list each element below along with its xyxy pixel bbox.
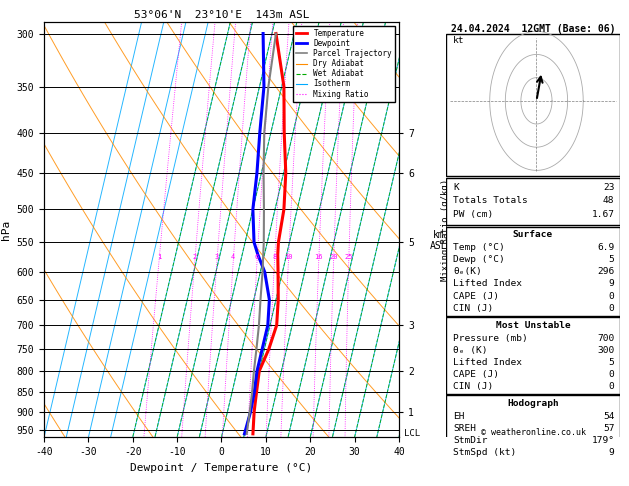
Text: 16: 16 bbox=[314, 254, 323, 260]
Text: 1: 1 bbox=[157, 254, 161, 260]
Text: 6.9: 6.9 bbox=[597, 243, 615, 252]
Text: 0: 0 bbox=[609, 292, 615, 300]
Text: 4: 4 bbox=[231, 254, 235, 260]
Text: EH: EH bbox=[454, 412, 465, 421]
Text: θₑ(K): θₑ(K) bbox=[454, 267, 482, 277]
Text: CAPE (J): CAPE (J) bbox=[454, 292, 499, 300]
Text: Temp (°C): Temp (°C) bbox=[454, 243, 505, 252]
Text: Lifted Index: Lifted Index bbox=[454, 279, 522, 289]
Title: 53°06'N  23°10'E  143m ASL: 53°06'N 23°10'E 143m ASL bbox=[134, 10, 309, 20]
Text: 0: 0 bbox=[609, 370, 615, 379]
X-axis label: Dewpoint / Temperature (°C): Dewpoint / Temperature (°C) bbox=[130, 463, 313, 473]
Text: θₑ (K): θₑ (K) bbox=[454, 346, 488, 355]
Text: 5: 5 bbox=[609, 256, 615, 264]
Text: 3: 3 bbox=[215, 254, 219, 260]
Text: 700: 700 bbox=[597, 334, 615, 343]
Text: 300: 300 bbox=[597, 346, 615, 355]
Text: 1.67: 1.67 bbox=[591, 210, 615, 219]
Text: Pressure (mb): Pressure (mb) bbox=[454, 334, 528, 343]
Text: 10: 10 bbox=[284, 254, 292, 260]
Text: 9: 9 bbox=[609, 279, 615, 289]
Bar bbox=[447, 35, 620, 175]
Text: 8: 8 bbox=[272, 254, 277, 260]
Text: 24.04.2024  12GMT (Base: 06): 24.04.2024 12GMT (Base: 06) bbox=[451, 24, 615, 34]
Text: Totals Totals: Totals Totals bbox=[454, 196, 528, 206]
Text: Hodograph: Hodograph bbox=[507, 399, 559, 408]
Text: 54: 54 bbox=[603, 412, 615, 421]
Text: StmSpd (kt): StmSpd (kt) bbox=[454, 448, 516, 457]
Text: Lifted Index: Lifted Index bbox=[454, 358, 522, 367]
Legend: Temperature, Dewpoint, Parcel Trajectory, Dry Adiabat, Wet Adiabat, Isotherm, Mi: Temperature, Dewpoint, Parcel Trajectory… bbox=[292, 26, 395, 102]
Text: 25: 25 bbox=[345, 254, 353, 260]
Y-axis label: km
ASL: km ASL bbox=[430, 230, 448, 251]
Text: Surface: Surface bbox=[513, 230, 553, 239]
Text: 0: 0 bbox=[609, 382, 615, 391]
Bar bbox=[447, 227, 620, 316]
Text: kt: kt bbox=[454, 36, 465, 45]
Text: Mixing Ratio (g/kg): Mixing Ratio (g/kg) bbox=[440, 178, 450, 281]
Text: 2: 2 bbox=[192, 254, 197, 260]
Text: 6: 6 bbox=[255, 254, 259, 260]
Y-axis label: hPa: hPa bbox=[1, 220, 11, 240]
Bar bbox=[447, 317, 620, 394]
Text: 179°: 179° bbox=[591, 436, 615, 445]
Text: 296: 296 bbox=[597, 267, 615, 277]
Text: 9: 9 bbox=[609, 448, 615, 457]
Text: Dewp (°C): Dewp (°C) bbox=[454, 256, 505, 264]
Text: 5: 5 bbox=[609, 358, 615, 367]
Text: CAPE (J): CAPE (J) bbox=[454, 370, 499, 379]
Text: 57: 57 bbox=[603, 424, 615, 433]
Text: 48: 48 bbox=[603, 196, 615, 206]
Text: Most Unstable: Most Unstable bbox=[496, 321, 571, 330]
Text: PW (cm): PW (cm) bbox=[454, 210, 494, 219]
Text: CIN (J): CIN (J) bbox=[454, 382, 494, 391]
Text: 20: 20 bbox=[330, 254, 338, 260]
Text: CIN (J): CIN (J) bbox=[454, 304, 494, 312]
Text: LCL: LCL bbox=[404, 429, 421, 437]
Text: K: K bbox=[454, 183, 459, 191]
Text: © weatheronline.co.uk: © weatheronline.co.uk bbox=[481, 428, 586, 436]
Bar bbox=[447, 178, 620, 226]
Bar bbox=[447, 396, 620, 460]
Text: 0: 0 bbox=[609, 304, 615, 312]
Text: 23: 23 bbox=[603, 183, 615, 191]
Text: SREH: SREH bbox=[454, 424, 476, 433]
Text: StmDir: StmDir bbox=[454, 436, 488, 445]
